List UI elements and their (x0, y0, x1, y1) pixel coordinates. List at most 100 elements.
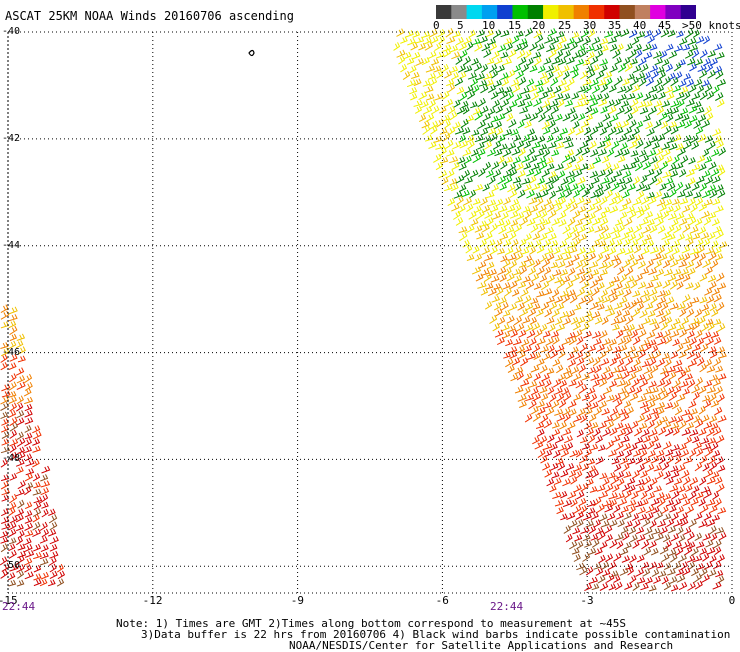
wind-barb (23, 388, 32, 397)
wind-barb (662, 170, 672, 179)
wind-barb (455, 217, 464, 226)
wind-barb (591, 239, 601, 248)
wind-barb (521, 177, 531, 185)
wind-barb (518, 260, 527, 268)
wind-barb (411, 71, 420, 79)
wind-barb (673, 518, 683, 527)
wind-barb (546, 367, 555, 375)
wind-barb (562, 317, 572, 326)
wind-barb (575, 58, 585, 67)
wind-barb (641, 498, 649, 506)
wind-barb (717, 393, 725, 403)
wind-barb (24, 472, 33, 482)
wind-barb (39, 536, 48, 544)
wind-barb (487, 268, 498, 277)
wind-barb (696, 154, 706, 163)
wind-barb (537, 156, 547, 165)
wind-barb (603, 386, 613, 395)
wind-barb (702, 309, 711, 318)
wind-barb (502, 309, 511, 317)
wind-barb (457, 64, 466, 73)
wind-barb (533, 56, 542, 67)
wind-barb (507, 162, 517, 172)
wind-barb (9, 515, 18, 524)
wind-barb (517, 302, 525, 311)
wind-barb (715, 365, 724, 373)
wind-barb (613, 170, 623, 178)
wind-barb (617, 155, 626, 163)
wind-barb (689, 84, 697, 93)
wind-barb (602, 253, 611, 263)
wind-barb (637, 302, 645, 312)
wind-barb (442, 132, 451, 142)
wind-barb (666, 224, 675, 234)
wind-barb (716, 434, 725, 444)
wind-barb (676, 574, 686, 583)
wind-barb (509, 189, 518, 199)
wind-barb (685, 28, 694, 39)
wind-barb (502, 57, 513, 66)
wind-barb (645, 484, 653, 493)
wind-barb (430, 125, 438, 135)
wind-barb (644, 234, 652, 241)
wind-barb (637, 506, 646, 515)
wind-barb (649, 135, 659, 143)
wind-barb (578, 455, 588, 464)
wind-barb (714, 225, 722, 234)
wind-barb (713, 357, 722, 367)
wind-barb (536, 400, 546, 408)
wind-barb (625, 226, 634, 235)
wind-barb (532, 303, 541, 310)
wind-barb (684, 373, 693, 381)
wind-barb (573, 303, 582, 311)
wind-barb (676, 98, 685, 109)
wind-barb (699, 567, 708, 578)
wind-barb (422, 125, 431, 135)
wind-barb (624, 427, 633, 437)
wind-barb (0, 362, 8, 371)
wind-barb (501, 77, 510, 87)
wind-barb (566, 352, 575, 361)
wind-barb (617, 337, 627, 346)
wind-barb (32, 438, 41, 446)
wind-barb (609, 43, 618, 52)
wind-barb (579, 436, 588, 444)
wind-barb (608, 380, 618, 388)
wind-barb (535, 308, 544, 317)
wind-barb (597, 531, 606, 541)
wind-barb (538, 113, 546, 123)
wind-barb (533, 258, 541, 268)
wind-barb (536, 218, 546, 226)
wind-barb (713, 135, 723, 144)
wind-barb (558, 349, 566, 359)
wind-barb (476, 232, 485, 240)
wind-barb (498, 225, 507, 235)
wind-barb (485, 282, 494, 290)
wind-barb (606, 573, 615, 583)
wind-barb (690, 203, 698, 213)
wind-barb (578, 497, 587, 507)
wind-barb (612, 191, 621, 200)
wind-barb (410, 42, 419, 51)
wind-barb (625, 84, 633, 94)
wind-barb (530, 297, 539, 305)
wind-barb (660, 28, 670, 38)
wind-barb (717, 554, 725, 563)
wind-barb (546, 295, 555, 304)
wind-barb (39, 521, 48, 531)
wind-barb (591, 268, 600, 276)
wind-barb (518, 38, 528, 46)
wind-barb (24, 516, 33, 524)
wind-barb (507, 364, 515, 373)
wind-barb (513, 223, 523, 233)
wind-barb (17, 355, 26, 363)
wind-barb (680, 561, 688, 571)
wind-barb (484, 210, 493, 219)
wind-barb (588, 140, 597, 150)
wind-barb (650, 455, 660, 464)
wind-barb (495, 198, 504, 207)
wind-barb (687, 581, 696, 591)
wind-barb (643, 140, 652, 149)
wind-barb (23, 543, 33, 553)
wind-barb (537, 65, 546, 74)
